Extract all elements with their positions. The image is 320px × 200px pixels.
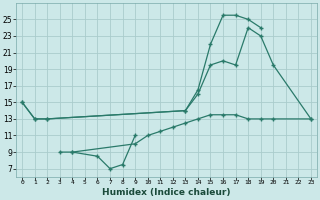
X-axis label: Humidex (Indice chaleur): Humidex (Indice chaleur) (102, 188, 231, 197)
